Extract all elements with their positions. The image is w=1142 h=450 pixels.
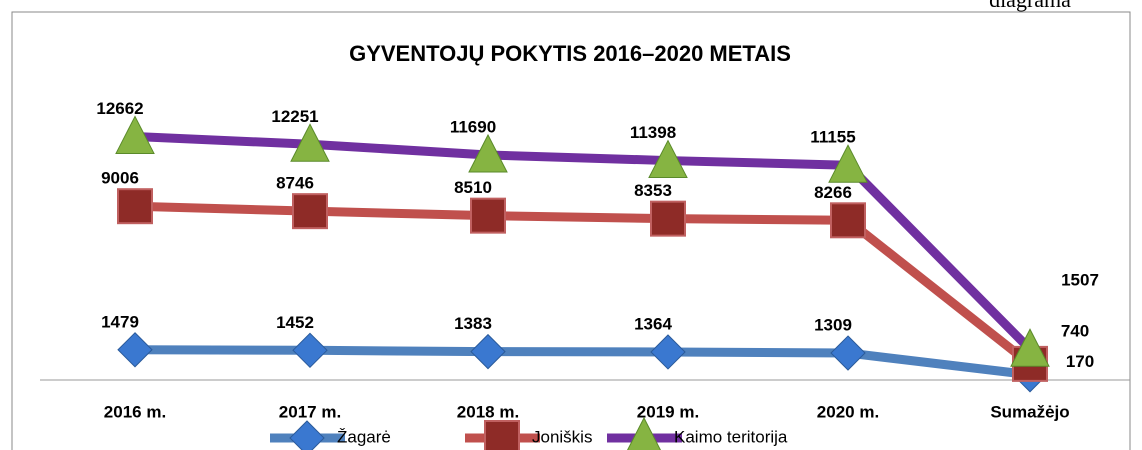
data-label: 1479 (101, 312, 139, 331)
point-marker (830, 335, 866, 371)
data-label: 1452 (276, 313, 314, 332)
x-tick-label: 2019 m. (637, 402, 699, 421)
point-marker (117, 188, 153, 225)
data-label: 1383 (454, 314, 492, 333)
point-marker (470, 197, 506, 234)
data-label: 1309 (814, 316, 852, 335)
legend-label: Kaimo teritorija (674, 427, 788, 446)
x-tick-label: Sumažėjo (990, 402, 1069, 421)
x-tick-label: 2018 m. (457, 402, 519, 421)
x-tick-label: 2020 m. (817, 402, 879, 421)
point-marker (115, 115, 155, 154)
data-label: 740 (1061, 321, 1089, 340)
legend-marker (627, 416, 661, 450)
data-label: 11155 (810, 128, 855, 147)
chart-title: GYVENTOJŲ POKYTIS 2016–2020 METAIS (349, 41, 791, 66)
series-line (134, 201, 1033, 368)
point-marker (828, 144, 868, 183)
x-tick-label: 2016 m. (104, 402, 166, 421)
legend-label: Žagarė (337, 427, 391, 446)
point-marker (648, 139, 688, 179)
data-label: 8266 (814, 183, 852, 202)
legend-marker (289, 420, 325, 450)
data-label: 9006 (101, 169, 139, 188)
point-marker (292, 332, 328, 369)
series-line (134, 131, 1034, 353)
legend-marker (484, 420, 520, 450)
point-marker (290, 123, 330, 162)
series-line (134, 345, 1031, 380)
legend-label: Joniškis (532, 427, 592, 446)
data-label: 11690 (450, 117, 496, 136)
point-marker (650, 334, 686, 370)
data-label: 8510 (454, 178, 492, 197)
point-marker (292, 193, 328, 230)
point-marker (468, 133, 508, 173)
point-marker (117, 332, 153, 368)
corner-text: diagrama (989, 0, 1071, 12)
data-label: 1507 (1061, 271, 1099, 290)
point-marker (470, 333, 506, 370)
data-label: 12662 (96, 99, 143, 118)
point-marker (650, 200, 686, 237)
chart-frame (11, 11, 1131, 450)
data-label: 8353 (634, 181, 672, 200)
point-marker (1010, 328, 1050, 367)
data-label: 11398 (630, 123, 676, 142)
data-label: 170 (1066, 352, 1094, 371)
point-marker (830, 202, 866, 239)
x-tick-label: 2017 m. (279, 402, 341, 421)
data-label: 12251 (271, 107, 318, 126)
data-label: 1364 (634, 314, 672, 333)
data-label: 8746 (276, 174, 314, 193)
